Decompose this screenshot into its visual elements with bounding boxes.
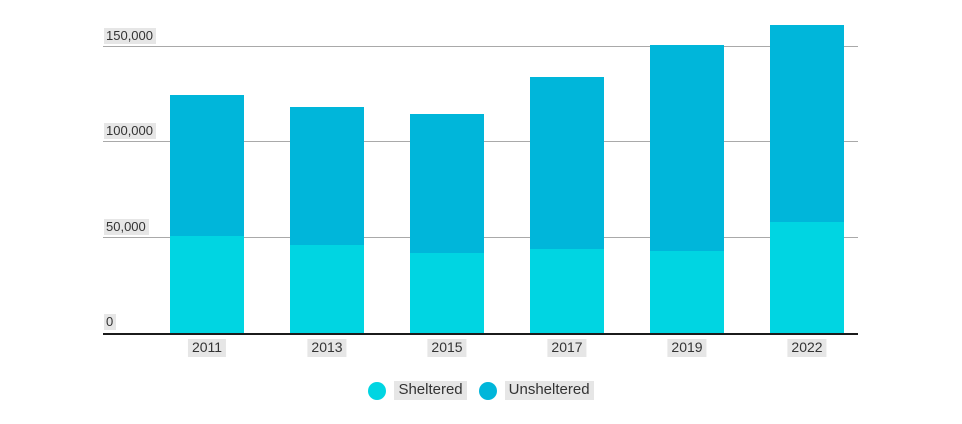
legend-label: Unsheltered [504,381,594,400]
bar-segment-unsheltered-2013[interactable] [290,107,364,245]
bar-segment-sheltered-2022[interactable] [770,222,844,333]
bar-segment-unsheltered-2017[interactable] [530,77,604,249]
bar-segment-unsheltered-2015[interactable] [410,114,484,253]
bar-segment-sheltered-2011[interactable] [170,236,244,333]
y-tick-label: 0 [104,314,117,330]
y-tick-label: 50,000 [104,218,149,235]
bar-2017[interactable] [530,77,604,333]
bar-segment-unsheltered-2022[interactable] [770,25,844,222]
bar-2013[interactable] [290,107,364,333]
bar-segment-unsheltered-2019[interactable] [650,45,724,251]
chart-legend: Sheltered Unsheltered [0,381,962,400]
legend-item-unsheltered: Unsheltered [478,381,594,400]
legend-item-sheltered: Sheltered [368,381,467,400]
legend-dot-icon [478,381,497,400]
bar-segment-sheltered-2015[interactable] [410,253,484,333]
x-axis-label-2019: 2019 [667,339,707,357]
bar-2022[interactable] [770,25,844,333]
bar-segment-sheltered-2013[interactable] [290,245,364,333]
x-axis-label-2011: 2011 [187,339,227,357]
x-axis-label-2015: 2015 [427,339,467,357]
x-axis-label-2013: 2013 [307,339,347,357]
gridline-150000 [103,45,858,47]
x-axis-label-2022: 2022 [787,339,827,357]
bar-segment-unsheltered-2011[interactable] [170,95,244,236]
bar-2015[interactable] [410,114,484,333]
bar-segment-sheltered-2017[interactable] [530,249,604,333]
plot-area: 0 50,000 100,000 150,000 [103,0,858,335]
x-axis-label-2017: 2017 [547,339,587,357]
bar-segment-sheltered-2019[interactable] [650,251,724,333]
y-tick-label: 150,000 [104,27,156,44]
legend-label: Sheltered [394,381,467,400]
bar-2011[interactable] [170,95,244,333]
bar-2019[interactable] [650,45,724,333]
y-tick-label: 100,000 [104,123,156,139]
legend-dot-icon [368,381,387,400]
